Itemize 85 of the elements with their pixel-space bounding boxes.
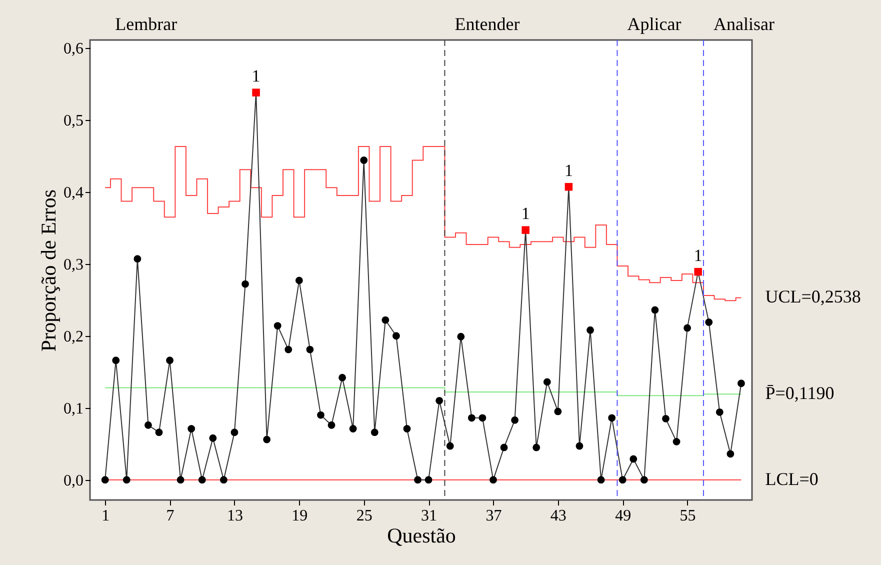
y-tick-label: 0,6 [64,40,84,58]
point [382,316,390,324]
x-tick-label: 1 [102,508,110,524]
y-tick-label: 0,5 [64,112,84,130]
x-tick-label: 25 [356,508,372,524]
point [122,476,130,484]
point [370,428,378,436]
x-tick-label: 49 [615,508,632,524]
point [608,414,616,422]
x-tick-label: 43 [550,508,566,524]
x-tick-label: 37 [486,508,502,524]
point [144,421,152,429]
x-tick-label: 55 [680,508,696,524]
point [112,356,120,364]
point [586,326,594,334]
point [468,414,476,422]
point [176,476,184,484]
point [295,276,303,284]
annotation: 1 [564,160,573,180]
x-tick-label: 19 [292,508,308,524]
point [328,421,336,429]
point [134,255,142,263]
x-axis-title: Questão [387,524,456,548]
point [306,346,314,354]
point [511,416,519,424]
point [317,411,324,419]
point [446,442,454,450]
point [651,306,659,314]
point [618,476,626,484]
point [716,408,724,416]
point [392,332,400,340]
text: Analisar [713,14,774,34]
point [726,450,734,458]
point [640,476,648,484]
annotation: UCL=0,2538 [765,286,861,307]
point [360,156,368,164]
point [597,476,605,484]
x-tick-label: 7 [166,508,174,524]
y-tick-label: 0,4 [64,184,84,202]
point [662,414,670,422]
annotation: 1 [694,246,702,265]
point [338,374,346,382]
point [230,428,238,436]
point [403,425,411,432]
y-tick-label: 0,0 [64,472,84,490]
point [263,436,271,444]
annotation: LCL=0 [765,468,818,489]
point [424,476,432,484]
point [543,378,551,386]
point [705,318,713,326]
point [242,280,249,288]
point [630,455,638,463]
point [457,332,465,340]
text: Entender [454,14,520,34]
point [274,322,282,330]
point [500,444,508,452]
x-tick-label: 31 [421,508,438,524]
point [490,476,497,484]
text: Lembrar [115,14,178,34]
point [349,425,357,432]
point [478,414,486,422]
point [284,346,292,354]
point [166,356,174,364]
point [576,442,584,450]
point [532,444,540,452]
y-axis-title: Proporção de Erros [36,189,60,352]
point [414,476,422,484]
point [672,438,680,446]
point [209,434,217,442]
point [684,324,692,332]
y-tick-label: 0,1 [64,400,84,418]
annotation: P̄=0,1190 [765,383,834,404]
point [155,428,163,436]
point [220,476,228,484]
y-tick-label: 0,2 [64,328,84,346]
annotation: 1 [252,66,260,86]
point [188,425,196,432]
point [436,396,444,404]
point [554,408,562,416]
point [738,380,745,388]
text: Aplicar [627,14,682,34]
point [198,476,206,484]
x-tick-label: 13 [226,508,243,524]
annotation: 1 [521,204,530,224]
y-tick-label: 0,3 [64,256,84,274]
